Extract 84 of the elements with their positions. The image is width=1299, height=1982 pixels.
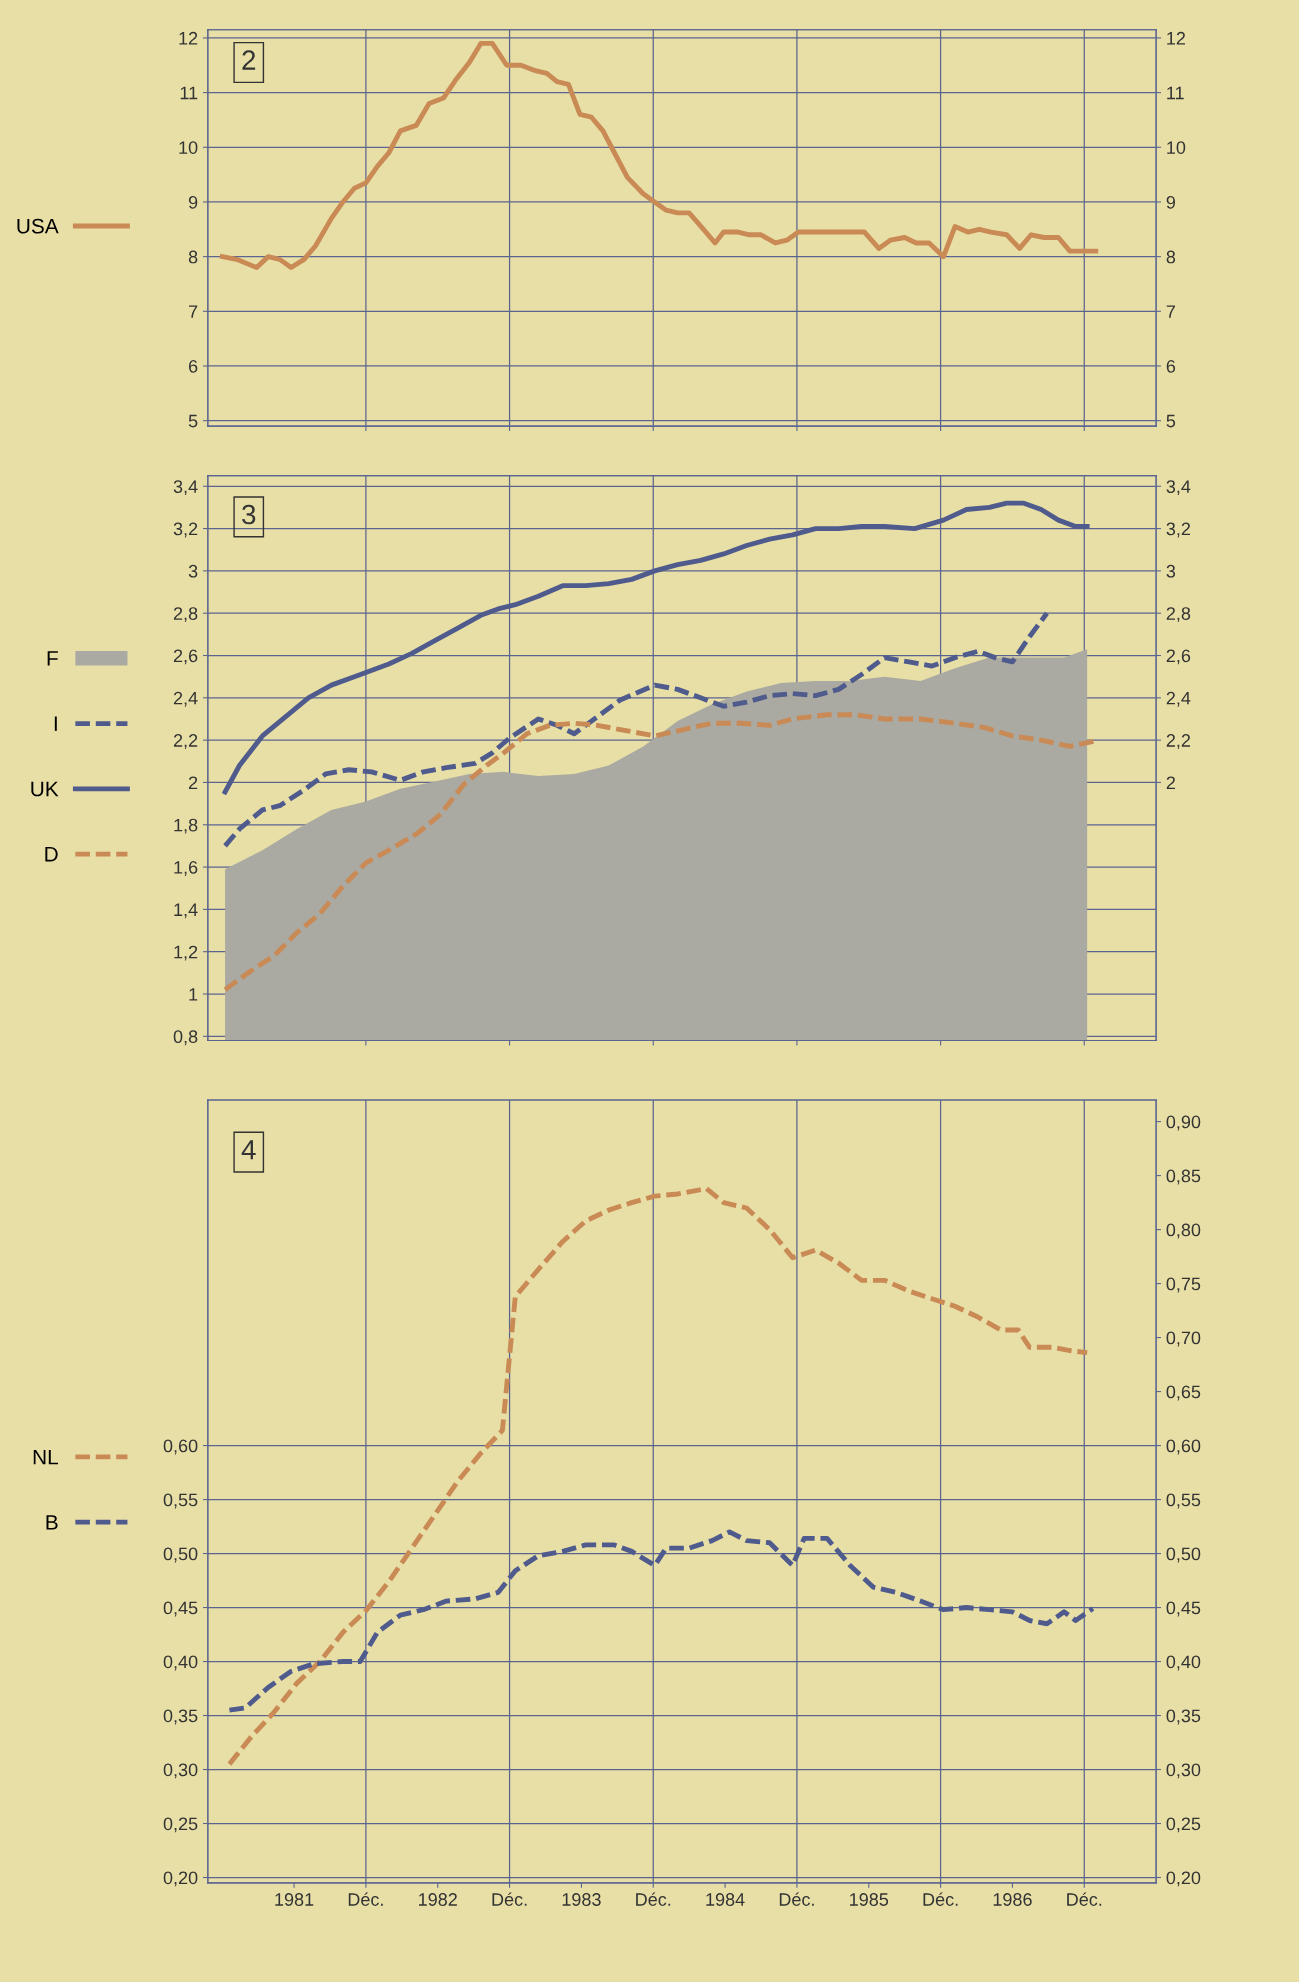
y-tick-label: 1,8: [174, 818, 198, 834]
y-tick-label: 0,8: [173, 1030, 198, 1046]
y2-tick-label: 2,6: [1166, 649, 1191, 665]
y-tick-label: 8: [188, 250, 198, 264]
y2-tick-label: 2,4: [1166, 691, 1191, 707]
y-tick-label: 2,8: [173, 607, 198, 623]
y-tick-label: 12: [179, 31, 198, 45]
y2-tick-label: 0,70: [1166, 1331, 1201, 1347]
text: 2: [242, 50, 256, 70]
legend-label: NL: [33, 1449, 59, 1465]
text: 4: [241, 1140, 256, 1160]
y2-tick-label: 0,30: [1166, 1763, 1201, 1779]
x-tick-label: 1984: [706, 1893, 745, 1906]
y2-tick-label: 7: [1166, 305, 1175, 318]
y2-tick-label: 0,90: [1166, 1115, 1201, 1131]
y-tick-label: 1: [189, 988, 198, 1001]
x-tick-label: 1986: [993, 1893, 1032, 1906]
y2-tick-label: 0,50: [1166, 1547, 1201, 1563]
y2-tick-label: 0,20: [1166, 1871, 1201, 1887]
y2-tick-label: 2,2: [1166, 734, 1191, 749]
y2-tick-label: 12: [1167, 31, 1186, 45]
y-tick-label: 1,6: [174, 861, 198, 876]
x-tick-label: Déc.: [779, 1892, 814, 1906]
y2-tick-label: 10: [1167, 141, 1186, 154]
y2-tick-label: 0,40: [1166, 1655, 1201, 1671]
y2-tick-label: 0,45: [1166, 1601, 1201, 1617]
y-tick-label: 0,40: [163, 1655, 198, 1671]
y-tick-label: 11: [180, 86, 198, 100]
y2-tick-label: 0,85: [1166, 1169, 1201, 1185]
y-tick-label: 2: [188, 776, 198, 789]
legend-label: D: [45, 847, 58, 862]
y-tick-label: 1,4: [174, 903, 198, 919]
y-tick-label: 0,20: [163, 1871, 198, 1887]
y-tick-label: 0,60: [163, 1439, 198, 1455]
y2-tick-label: 0,25: [1166, 1817, 1201, 1833]
y-tick-label: 0,35: [163, 1709, 198, 1725]
y-tick-label: 2,4: [173, 691, 198, 707]
y2-tick-label: 3,2: [1166, 522, 1191, 538]
y-tick-label: 1,2: [174, 945, 198, 961]
y-tick-label: 3: [188, 564, 198, 578]
y-tick-label: 2,2: [173, 734, 198, 749]
y-tick-label: 2,6: [173, 649, 198, 665]
x-tick-label: Déc.: [492, 1892, 527, 1906]
x-tick-label: Déc.: [636, 1892, 671, 1906]
y-tick-label: 5: [188, 414, 198, 428]
x-tick-label: Déc.: [923, 1892, 958, 1906]
x-tick-label: 1983: [562, 1893, 601, 1906]
y2-tick-label: 2,8: [1166, 607, 1191, 623]
text: 3: [242, 504, 256, 525]
y2-tick-label: 0,75: [1166, 1277, 1201, 1293]
y2-tick-label: 0,65: [1166, 1385, 1201, 1401]
x-tick-label: 1985: [850, 1893, 889, 1906]
y2-tick-label: 0,80: [1166, 1223, 1201, 1239]
y-tick-label: 7: [189, 305, 198, 318]
y2-tick-label: 0,35: [1166, 1709, 1201, 1725]
y-tick-label: 0,45: [163, 1601, 198, 1617]
y2-tick-label: 5: [1166, 414, 1176, 428]
y-tick-label: 0,25: [163, 1817, 198, 1833]
x-tick-label: 1982: [419, 1893, 457, 1906]
legend-label: B: [46, 1515, 58, 1530]
y-tick-label: 0,55: [163, 1493, 198, 1509]
legend-label: I: [54, 716, 57, 731]
y2-tick-label: 3,4: [1166, 480, 1191, 496]
legend-label: F: [47, 651, 58, 666]
y-tick-label: 9: [188, 195, 198, 209]
y2-tick-label: 9: [1166, 195, 1176, 209]
y-tick-label: 10: [179, 141, 198, 154]
legend-label: USA: [17, 218, 59, 234]
y2-tick-label: 3: [1166, 564, 1176, 578]
y2-tick-label: 11: [1167, 86, 1184, 100]
legend-label: UK: [31, 781, 59, 797]
y-tick-label: 3,4: [173, 480, 198, 496]
y-tick-label: 0,30: [163, 1763, 198, 1779]
y-tick-label: 0,50: [163, 1547, 198, 1563]
x-tick-label: Déc.: [1067, 1892, 1102, 1906]
y2-tick-label: 6: [1166, 359, 1176, 373]
y-tick-label: 6: [188, 359, 198, 373]
y2-tick-label: 0,60: [1166, 1439, 1201, 1455]
y-tick-label: 3,2: [173, 522, 198, 538]
y2-tick-label: 8: [1166, 250, 1176, 264]
y2-tick-label: 0,55: [1166, 1493, 1201, 1509]
y2-tick-label: 2: [1166, 776, 1175, 789]
x-tick-label: Déc.: [348, 1892, 383, 1906]
x-tick-label: 1981: [275, 1893, 314, 1906]
